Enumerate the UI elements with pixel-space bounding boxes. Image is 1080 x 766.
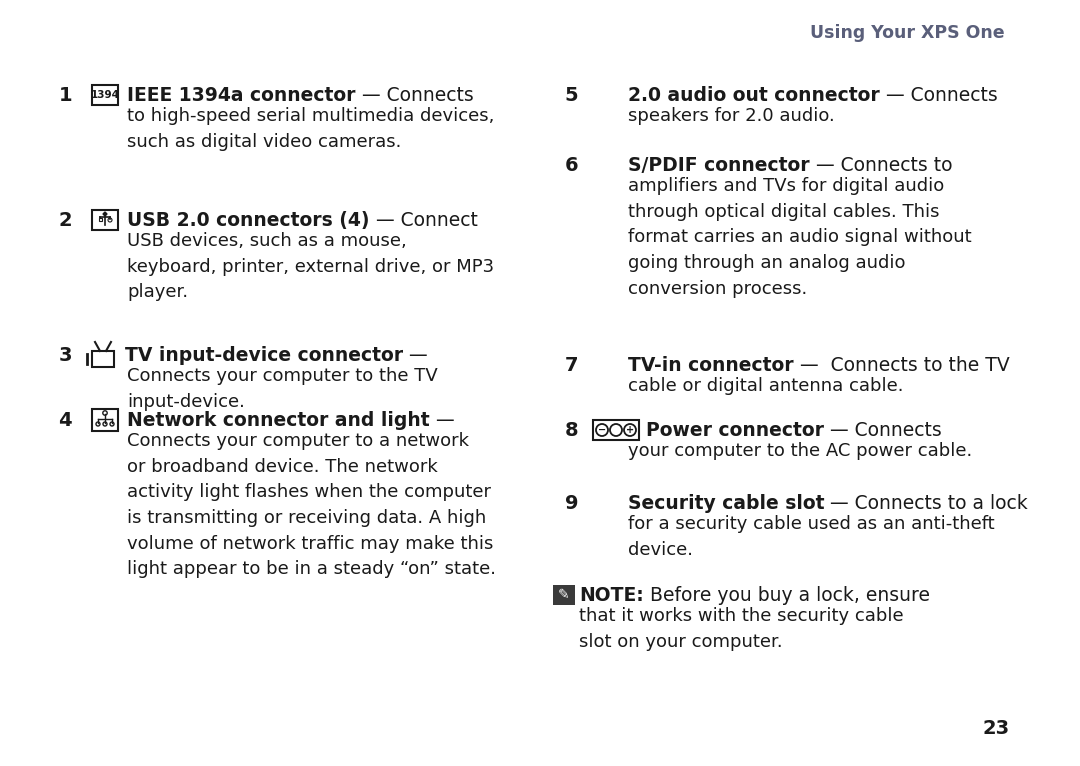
Text: to high-speed serial multimedia devices,
such as digital video cameras.: to high-speed serial multimedia devices,… [127,107,495,151]
Text: −: − [598,425,606,435]
FancyBboxPatch shape [593,420,639,440]
Text: that it works with the security cable
slot on your computer.: that it works with the security cable sl… [579,607,904,650]
Text: USB 2.0 connectors (4): USB 2.0 connectors (4) [127,211,369,230]
Text: Connects your computer to a network
or broadband device. The network
activity li: Connects your computer to a network or b… [127,432,496,578]
Text: 4: 4 [58,411,72,430]
FancyBboxPatch shape [92,351,114,367]
Text: Security cable slot: Security cable slot [627,494,824,513]
Text: TV-in connector: TV-in connector [627,356,794,375]
Text: — Connects to: — Connects to [810,156,953,175]
Text: 5: 5 [565,86,578,105]
Text: 9: 9 [565,494,578,513]
Text: Using Your XPS One: Using Your XPS One [810,24,1005,42]
FancyBboxPatch shape [92,210,118,230]
Text: 2.0 audio out connector: 2.0 audio out connector [627,86,880,105]
FancyBboxPatch shape [99,218,102,221]
Text: 8: 8 [565,421,578,440]
FancyBboxPatch shape [92,85,118,105]
Text: Power connector: Power connector [646,421,824,440]
Text: Network connector and light: Network connector and light [127,411,430,430]
FancyBboxPatch shape [92,409,118,431]
Text: —  Connects to the TV: — Connects to the TV [794,356,1010,375]
FancyBboxPatch shape [553,585,575,605]
Text: speakers for 2.0 audio.: speakers for 2.0 audio. [627,107,835,125]
Text: +: + [626,425,634,435]
Text: 23: 23 [983,719,1010,738]
Text: — Connects: — Connects [355,86,473,105]
Text: 6: 6 [565,156,578,175]
Text: 1: 1 [58,86,72,105]
Text: your computer to the AC power cable.: your computer to the AC power cable. [627,442,972,460]
Text: amplifiers and TVs for digital audio
through optical digital cables. This
format: amplifiers and TVs for digital audio thr… [627,177,972,298]
Text: USB devices, such as a mouse,
keyboard, printer, external drive, or MP3
player.: USB devices, such as a mouse, keyboard, … [127,232,495,301]
Text: TV input-device connector: TV input-device connector [125,346,403,365]
Text: Connects your computer to the TV
input-device.: Connects your computer to the TV input-d… [127,367,437,411]
Text: 7: 7 [565,356,578,375]
Text: cable or digital antenna cable.: cable or digital antenna cable. [627,377,904,395]
Text: —: — [403,346,428,365]
Text: Before you buy a lock, ensure: Before you buy a lock, ensure [644,586,930,605]
Text: NOTE:: NOTE: [579,586,644,605]
Text: — Connects: — Connects [824,421,942,440]
Text: — Connects to a lock: — Connects to a lock [824,494,1028,513]
Text: 3: 3 [58,346,72,365]
Text: 1394: 1394 [91,90,120,100]
Text: 2: 2 [58,211,72,230]
Text: — Connect: — Connect [369,211,477,230]
Text: for a security cable used as an anti-theft
device.: for a security cable used as an anti-the… [627,515,995,558]
Text: IEEE 1394a connector: IEEE 1394a connector [127,86,355,105]
Polygon shape [103,212,107,216]
Text: S/PDIF connector: S/PDIF connector [627,156,810,175]
Text: —: — [430,411,455,430]
Text: ✎: ✎ [558,588,570,602]
Text: — Connects: — Connects [880,86,998,105]
